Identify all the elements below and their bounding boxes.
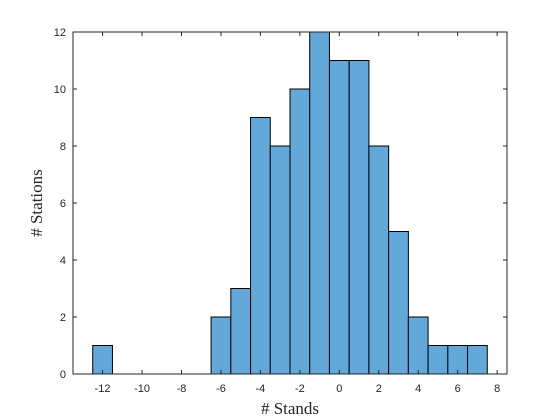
x-tick-label: 2 [376, 383, 382, 395]
bars-group [92, 31, 488, 375]
y-tick-label: 0 [60, 369, 66, 381]
x-tick-label: -4 [256, 383, 266, 395]
x-tick-label: -12 [95, 383, 111, 395]
histogram-bar-5 [289, 88, 311, 375]
y-tick-label: 12 [54, 27, 66, 39]
x-tick-label: -8 [177, 383, 187, 395]
histogram-bar-9 [368, 145, 390, 375]
y-axis-ticks: 0 2 4 6 8 10 12 [54, 27, 507, 381]
histogram-bar-0 [92, 345, 113, 375]
y-axis-label: # Stations [27, 169, 46, 237]
histogram-bar-2 [230, 288, 252, 375]
x-tick-label: 6 [455, 383, 461, 395]
y-tick-label: 2 [60, 312, 66, 324]
histogram-bar-4 [269, 145, 291, 375]
histogram-bar-13 [447, 345, 469, 375]
x-tick-label: -6 [216, 383, 226, 395]
x-tick-label: 4 [415, 383, 421, 395]
y-tick-label: 6 [60, 198, 66, 210]
y-tick-label: 8 [60, 141, 66, 153]
histogram-bar-14 [467, 345, 488, 375]
histogram-bar-8 [348, 60, 370, 375]
histogram-bar-3 [250, 117, 271, 375]
x-tick-label: 8 [494, 383, 500, 395]
x-tick-label: -2 [295, 383, 305, 395]
histogram-bar-12 [427, 345, 449, 375]
x-tick-label: 0 [336, 383, 342, 395]
histogram-bar-1 [210, 316, 232, 375]
x-axis-label: # Stands [261, 399, 319, 418]
x-axis-ticks: -12 -10 -8 -6 -4 -2 0 2 4 6 8 [95, 32, 500, 395]
histogram-bar-11 [407, 316, 429, 375]
x-tick-label: -10 [134, 383, 150, 395]
y-tick-label: 10 [54, 84, 66, 96]
histogram-bar-7 [328, 60, 350, 375]
histogram-bar-6 [309, 31, 330, 375]
y-tick-label: 4 [60, 255, 66, 267]
histogram-bar-10 [388, 231, 409, 375]
